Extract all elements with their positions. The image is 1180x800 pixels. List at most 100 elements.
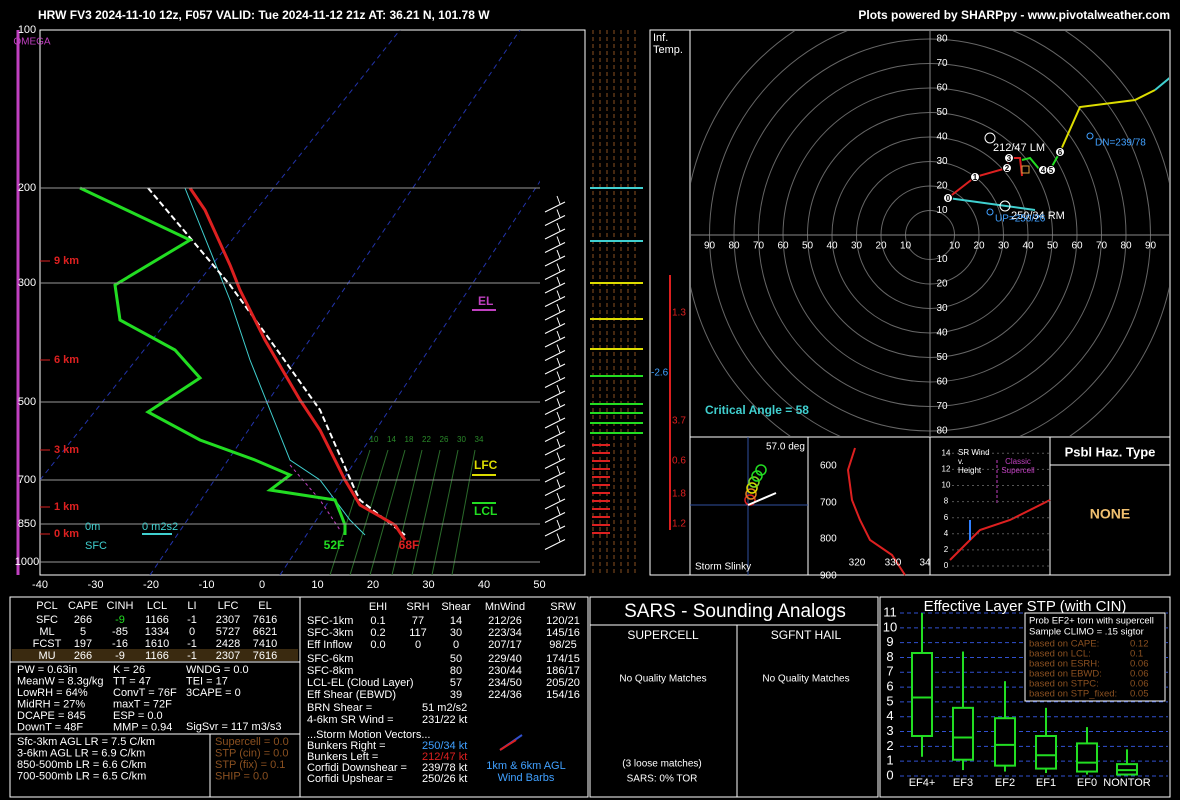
hodo-marker-label: 0 bbox=[946, 194, 951, 203]
lapse-rate: 850-500mb LR = 6.6 C/km bbox=[17, 759, 146, 771]
barb-flag bbox=[556, 533, 561, 542]
parcel-cell: 6621 bbox=[253, 626, 277, 638]
stp-legend-row: based on EBWD: bbox=[1029, 669, 1102, 680]
kin-cell: 145/16 bbox=[546, 627, 580, 639]
barb-flag bbox=[556, 344, 561, 353]
barb-flag bbox=[556, 236, 561, 245]
hodo-ring-label: 30 bbox=[936, 303, 948, 314]
index: MeanW = 8.3g/kg bbox=[17, 675, 104, 687]
kin-cell: 0.2 bbox=[370, 627, 385, 639]
temp-label: 20 bbox=[367, 579, 379, 591]
theta-label: 34 bbox=[919, 558, 931, 569]
parcel-cell: 266 bbox=[74, 650, 92, 662]
hodo-ring-label: 10 bbox=[900, 241, 912, 252]
stp-y-label: 6 bbox=[886, 679, 893, 694]
dewpoint-label: 52F bbox=[324, 538, 345, 552]
inf-temp-title: Temp. bbox=[653, 44, 683, 56]
kin-cell: 0.1 bbox=[370, 615, 385, 627]
hodo-ring-label: 80 bbox=[728, 241, 740, 252]
index: maxT = 72F bbox=[113, 698, 172, 710]
motion-title: ...Storm Motion Vectors... bbox=[307, 729, 431, 741]
stp-legend-row: based on STPC: bbox=[1029, 679, 1099, 690]
index: LowRH = 64% bbox=[17, 687, 88, 699]
pressure-label: 200 bbox=[18, 182, 36, 194]
hodo-marker bbox=[943, 193, 953, 203]
barb-staff bbox=[544, 350, 566, 361]
barb-staff bbox=[544, 512, 566, 523]
stp-y-label: 11 bbox=[883, 604, 897, 619]
stp-legend-row: based on ESRH: bbox=[1029, 659, 1100, 670]
stp-y-label: 0 bbox=[886, 767, 893, 782]
stp-value: SHIP = 0.0 bbox=[215, 770, 268, 782]
index: TEI = 17 bbox=[186, 675, 228, 687]
hodo-ring-label: 10 bbox=[949, 241, 961, 252]
temp-label: -40 bbox=[32, 579, 48, 591]
inf-temp-value: 1.2 bbox=[672, 519, 686, 530]
barb-flag bbox=[556, 384, 561, 394]
index: WNDG = 0.0 bbox=[186, 664, 249, 676]
stp-category: EF2 bbox=[995, 777, 1015, 789]
sr-tick: 8 bbox=[944, 497, 949, 506]
pressure-label: 500 bbox=[18, 396, 36, 408]
up-label: UP=250/26 bbox=[995, 214, 1046, 225]
sr-tick: 14 bbox=[942, 448, 951, 457]
sars-col: SUPERCELL bbox=[627, 628, 699, 642]
sr-title: Height bbox=[958, 466, 982, 475]
hodo-ring-label: 50 bbox=[1047, 241, 1059, 252]
theta-label: 330 bbox=[885, 558, 902, 569]
mixing-ratio-label: 34 bbox=[475, 435, 484, 444]
hodo-ring-label: 40 bbox=[1022, 241, 1034, 252]
barb-flag bbox=[556, 452, 561, 461]
index: DownT = 48F bbox=[17, 721, 83, 733]
stp-legend-title: Prob EF2+ torn with supercell bbox=[1029, 616, 1154, 627]
dn-label: DN=239/78 bbox=[1095, 138, 1146, 149]
parcel-cell: -16 bbox=[112, 638, 128, 650]
mixing-ratio-label: 30 bbox=[457, 435, 466, 444]
parcel-header: PCL bbox=[36, 600, 57, 612]
kin-cell: 39 bbox=[450, 689, 462, 701]
height-label: 0 km bbox=[54, 528, 79, 540]
stp-category: EF3 bbox=[953, 777, 973, 789]
parcel-cell: -9 bbox=[115, 650, 125, 662]
barb-flag bbox=[556, 438, 561, 448]
height-label: 1 km bbox=[54, 501, 79, 513]
stp-legend-title: Sample CLIMO = .15 sigtor bbox=[1029, 627, 1144, 638]
motion-label: Corfidi Downshear = bbox=[307, 762, 407, 774]
motion-label: Bunkers Right = bbox=[307, 740, 386, 752]
parcel-cell: -1 bbox=[187, 638, 197, 650]
parcel-cell: -1 bbox=[187, 614, 197, 626]
critical-angle: Critical Angle = 58 bbox=[705, 403, 809, 417]
slinky-angle: 57.0 deg bbox=[766, 442, 805, 453]
barb-flag bbox=[556, 290, 561, 299]
stp-category: EF4+ bbox=[909, 777, 936, 789]
barb-flag bbox=[556, 330, 561, 340]
hodo-marker-label: 6 bbox=[1058, 148, 1063, 157]
barb-staff bbox=[544, 269, 566, 280]
sars-col: SGFNT HAIL bbox=[771, 628, 842, 642]
parcel-cell: SFC bbox=[36, 614, 58, 626]
hodo-ring-label: 30 bbox=[998, 241, 1010, 252]
motion-value: 250/26 kt bbox=[422, 773, 467, 785]
hodo-ring-label: 50 bbox=[802, 241, 814, 252]
theta-pressure: 900 bbox=[820, 571, 837, 582]
parcel-cell: FCST bbox=[33, 638, 62, 650]
index: ESP = 0.0 bbox=[113, 710, 163, 722]
parcel-header: LCL bbox=[147, 600, 167, 612]
hodo-ring-label: 60 bbox=[1071, 241, 1083, 252]
theta-pressure: 600 bbox=[820, 461, 837, 472]
height-label: 3 km bbox=[54, 444, 79, 456]
pressure-label: 1000 bbox=[15, 556, 39, 568]
pressure-label: 850 bbox=[18, 518, 36, 530]
kin-cell: 30 bbox=[450, 627, 462, 639]
parcel-cell: 1166 bbox=[145, 614, 169, 626]
hodo-marker-label: 1 bbox=[973, 173, 978, 182]
temp-label: 50 bbox=[533, 579, 545, 591]
kin-cell: 50 bbox=[450, 653, 462, 665]
barb-flag bbox=[556, 465, 561, 475]
mixing-ratio-label: 18 bbox=[405, 435, 414, 444]
hodo-marker-label: 3 bbox=[1007, 154, 1012, 163]
stp-legend-value: 0.05 bbox=[1130, 689, 1149, 700]
kin-header: SRH bbox=[406, 601, 429, 613]
barb-staff bbox=[544, 431, 566, 442]
